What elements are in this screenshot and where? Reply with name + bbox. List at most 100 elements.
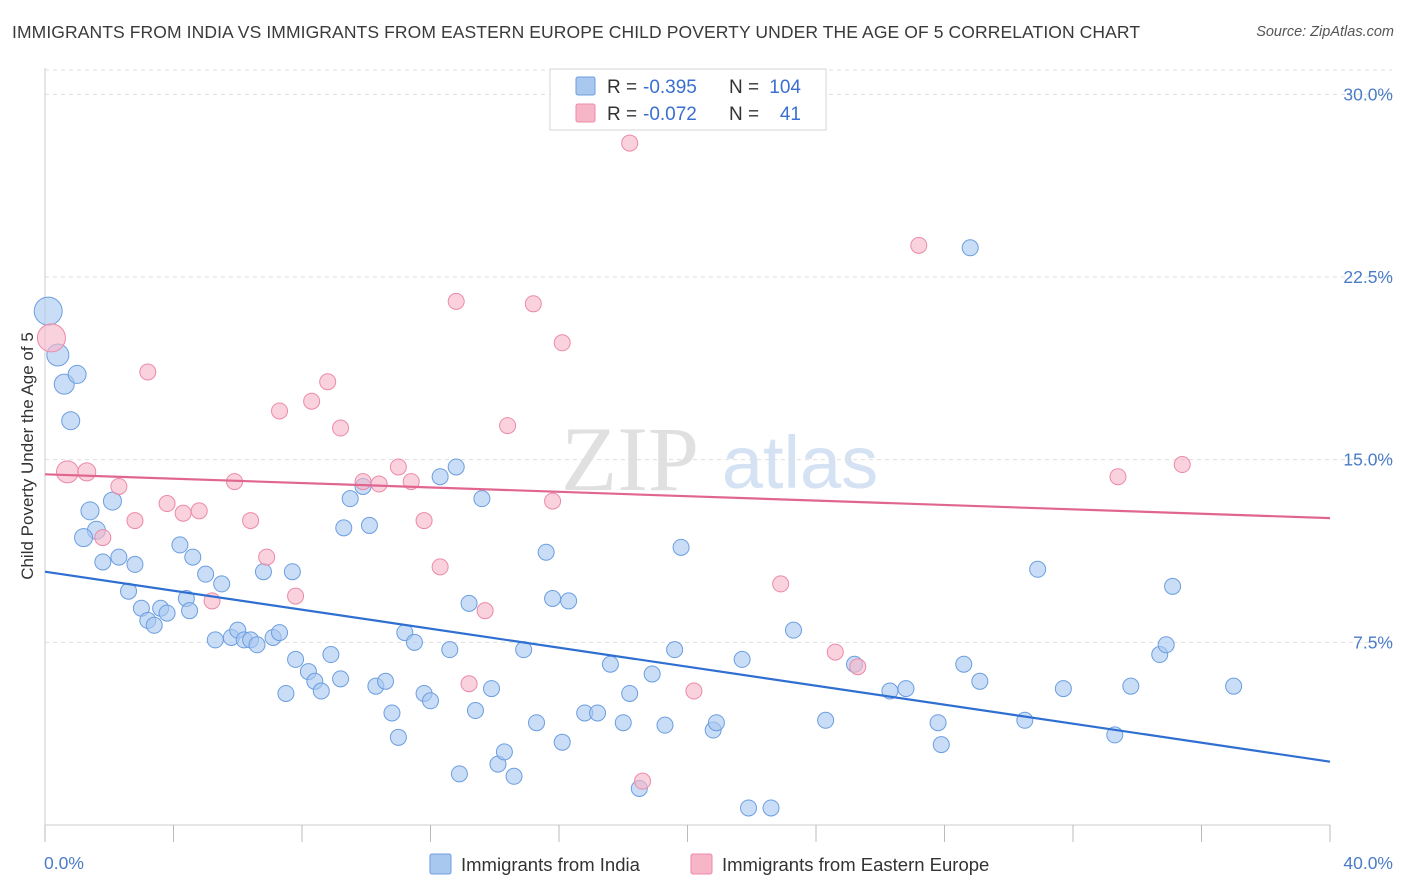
india-point-57 [460,594,478,612]
eastern-europe-point-4 [110,477,128,495]
eastern-europe-point-33 [634,772,652,790]
eastern-europe-point-14 [271,402,289,420]
y-axis-label: Child Poverty Under the Age of 5 [18,332,37,580]
india-point-23 [213,575,231,593]
india-point-21 [184,548,202,566]
eastern-europe-point-24 [431,558,449,576]
eastern-europe-point-34 [685,682,703,700]
eastern-europe-point-13 [258,548,276,566]
series-eastern-europe-points [36,134,1191,790]
bottom-legend-swatch-eastern-europe [690,853,713,875]
india-point-81 [707,714,725,732]
eastern-europe-point-2 [77,462,97,482]
india-point-86 [817,711,835,729]
india-point-103 [1225,677,1243,695]
india-point-91 [932,736,950,754]
legend-r-value-india: -0.395 [643,77,697,98]
india-point-60 [483,680,501,698]
eastern-europe-point-20 [370,475,388,493]
eastern-europe-point-3 [94,529,112,547]
india-trend-line [44,570,1331,763]
india-point-5 [80,501,100,521]
india-point-82 [733,650,751,668]
india-point-95 [961,239,979,257]
india-point-76 [643,665,661,683]
india-point-3 [67,364,87,384]
eastern-europe-point-23 [415,512,433,530]
legend-n-label-india: N = [729,77,759,98]
eastern-europe-point-40 [1173,456,1191,474]
india-point-84 [762,799,780,817]
eastern-europe-point-27 [476,602,494,620]
eastern-europe-point-26 [460,675,478,693]
india-point-8 [102,491,122,511]
india-point-41 [335,519,353,537]
india-point-79 [672,538,690,556]
india-point-92 [955,655,973,673]
india-point-52 [422,692,439,710]
india-point-66 [537,543,555,561]
india-point-9 [94,553,112,571]
india-point-85 [785,621,803,639]
bottom-legend: Immigrants from India Immigrants from Ea… [429,853,989,875]
india-point-30 [254,563,272,581]
y-tick-label-0: 7.5% [1353,632,1393,652]
india-point-29 [248,636,266,654]
eastern-europe-point-39 [1109,468,1127,486]
eastern-europe-point-36 [826,643,844,661]
bottom-legend-label-eastern-europe: Immigrants from Eastern Europe [722,854,989,875]
legend-swatch-eastern-europe [575,103,596,123]
bottom-legend-label-india: Immigrants from India [461,854,641,875]
india-point-78 [666,641,684,659]
india-point-99 [1122,677,1140,695]
india-point-7 [74,528,94,548]
eastern-europe-point-1 [55,460,79,484]
india-point-24 [206,631,224,649]
india-point-90 [929,714,947,732]
eastern-europe-trend-line [44,473,1331,520]
india-point-18 [171,536,189,554]
india-point-53 [431,468,449,486]
india-point-11 [126,555,144,573]
india-point-0 [33,296,63,326]
india-point-15 [145,616,163,634]
india-point-38 [312,682,330,700]
legend-n-value-india: 104 [769,77,801,98]
legend-r-label-india: R = [607,77,637,98]
eastern-europe-point-31 [553,334,571,352]
legend-n-value-eastern-europe: 41 [780,104,801,125]
y-tick-label-3: 30.0% [1343,84,1393,104]
india-point-71 [589,704,607,722]
x-tick-labels: 0.0% 40.0% [44,853,1393,873]
india-point-20 [181,602,199,620]
india-point-17 [158,604,176,622]
india-point-62 [495,743,513,761]
y-tick-label-1: 15.0% [1343,450,1393,470]
india-point-33 [283,563,301,581]
india-point-10 [110,548,128,566]
eastern-europe-point-12 [242,512,260,530]
eastern-europe-point-25 [447,292,465,310]
series-india-points [33,239,1243,817]
watermark-atlas: atlas [722,421,878,504]
india-point-42 [341,490,359,508]
india-point-94 [1029,560,1047,578]
y-tick-labels: 7.5% 15.0% 22.5% 30.0% [1343,84,1393,652]
eastern-europe-point-8 [174,504,192,522]
eastern-europe-point-19 [354,473,372,491]
eastern-europe-point-38 [910,236,928,254]
india-point-46 [377,672,395,690]
india-point-54 [441,641,459,659]
eastern-europe-point-28 [499,417,517,435]
india-point-34 [277,684,295,702]
legend-swatch-india [575,76,596,96]
eastern-europe-point-32 [621,134,639,152]
india-point-67 [544,590,562,607]
india-point-69 [560,592,578,610]
india-point-22 [197,565,215,583]
grid-lines [45,69,1392,643]
top-legend: R = -0.395 N = 104 R = -0.072 N = 41 [549,68,827,131]
india-point-102 [1164,577,1182,595]
eastern-europe-point-17 [319,373,337,391]
india-point-50 [405,633,423,651]
